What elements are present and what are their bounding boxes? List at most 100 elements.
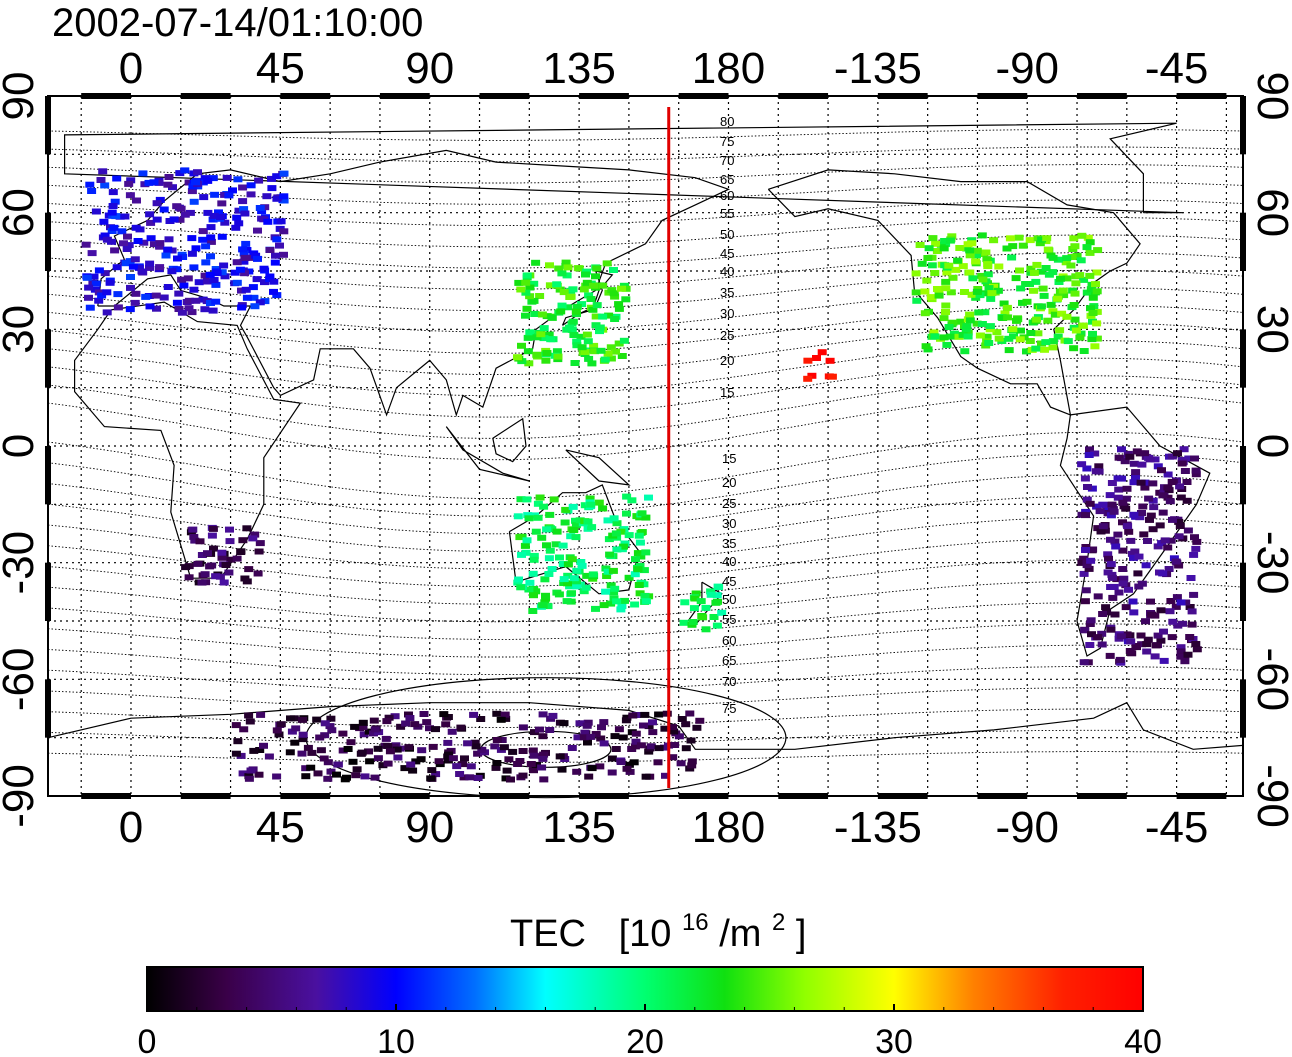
tec-cell (570, 360, 580, 366)
tec-cell (188, 526, 198, 533)
tec-cell (1185, 604, 1195, 610)
tec-cell (217, 269, 227, 276)
frame-tick-bar-left (45, 446, 51, 505)
tec-cell (975, 292, 985, 299)
tec-cell (434, 758, 444, 765)
tec-cell (473, 750, 483, 757)
tec-cell (279, 197, 289, 204)
tec-cell (189, 533, 199, 540)
frame-tick-bar-left (45, 329, 51, 388)
tec-cell (915, 242, 925, 248)
frame-tick-bar-right (1240, 446, 1246, 505)
tec-cell (203, 550, 212, 557)
tec-cell (1086, 557, 1096, 564)
tec-cell (146, 219, 156, 226)
tec-cell (551, 541, 561, 548)
tec-cell (617, 353, 627, 359)
tec-cell (558, 561, 568, 567)
tec-cell (594, 499, 604, 506)
contour-label-south: 15 (722, 451, 736, 466)
left-lat-label: 30 (0, 305, 43, 354)
tec-cell (525, 329, 535, 336)
tec-cell (1135, 514, 1145, 521)
tec-cell (1117, 475, 1127, 482)
tec-cell (184, 305, 194, 312)
tec-cell (298, 716, 307, 723)
colorbar-tick-label: 40 (1124, 1023, 1162, 1057)
tec-cell (256, 711, 266, 718)
magnetic-contour (47, 322, 1244, 376)
tec-cell (272, 773, 282, 780)
tec-cell (396, 723, 406, 730)
coastline (445, 426, 530, 482)
tec-cell (1075, 334, 1085, 341)
tec-cell (240, 210, 250, 217)
tec-cell (326, 768, 336, 775)
tec-cell (1167, 478, 1177, 485)
frame-tick-bar-right (1240, 679, 1246, 738)
tec-cell (1079, 276, 1089, 283)
tec-cell (443, 714, 453, 720)
tec-cell (600, 356, 610, 363)
tec-cell (208, 216, 218, 223)
tec-cell (351, 772, 361, 779)
tec-cell (560, 519, 570, 526)
tec-cell (636, 553, 646, 560)
tec-cell (516, 496, 526, 503)
tec-cell (149, 179, 159, 186)
tec-cell (1077, 559, 1087, 566)
tec-cell (630, 571, 640, 578)
tec-cell (1086, 305, 1095, 312)
tec-cell (184, 179, 194, 186)
frame-tick-bar-left (45, 212, 51, 271)
tec-cell (239, 726, 249, 733)
tec-cell (528, 747, 538, 754)
tec-cell (553, 353, 563, 360)
tec-cell (687, 762, 697, 769)
tec-cell (967, 291, 977, 298)
tec-cell (1118, 580, 1128, 587)
tec-cell (1088, 330, 1097, 337)
right-lat-label: -60 (1248, 648, 1292, 712)
tec-cell (1083, 234, 1093, 241)
tec-cell (1106, 626, 1116, 633)
left-lat-label: -90 (0, 764, 43, 828)
tec-cell (629, 759, 639, 766)
tec-cell (591, 605, 600, 612)
tec-cell (267, 185, 277, 192)
tec-cell (599, 602, 609, 609)
tec-cell (1059, 292, 1069, 299)
tec-cell (1048, 344, 1058, 351)
tec-cell (338, 730, 348, 737)
tec-cell (219, 579, 229, 586)
tec-cell (928, 235, 938, 242)
tec-cell (1082, 562, 1092, 569)
tec-cell (981, 249, 991, 256)
tec-cell (279, 170, 289, 177)
tec-cell (1103, 551, 1113, 558)
tec-cell (154, 179, 164, 186)
tec-cell (582, 279, 592, 286)
tec-cell (1182, 479, 1192, 485)
tec-cell (207, 532, 217, 539)
tec-cell (194, 279, 204, 286)
tec-data-cells (81, 167, 1202, 783)
left-lat-label: -30 (0, 531, 43, 595)
tec-cell (544, 331, 554, 338)
tec-cell (587, 524, 597, 531)
contour-label-north: 70 (720, 153, 734, 168)
tec-cell (1067, 254, 1077, 260)
tec-cell (1111, 543, 1121, 550)
tec-cell (532, 334, 542, 341)
tec-cell (586, 733, 596, 740)
tec-cell (357, 749, 367, 756)
right-lat-label: 90 (1248, 72, 1292, 121)
tec-cell (253, 255, 262, 262)
top-lon-label: -90 (995, 44, 1059, 93)
tec-cell (608, 567, 618, 574)
tec-cell (220, 273, 230, 280)
tec-cell (1085, 642, 1095, 648)
tec-cell (285, 749, 295, 756)
tec-cell (197, 552, 207, 558)
tec-cell (1190, 534, 1199, 541)
